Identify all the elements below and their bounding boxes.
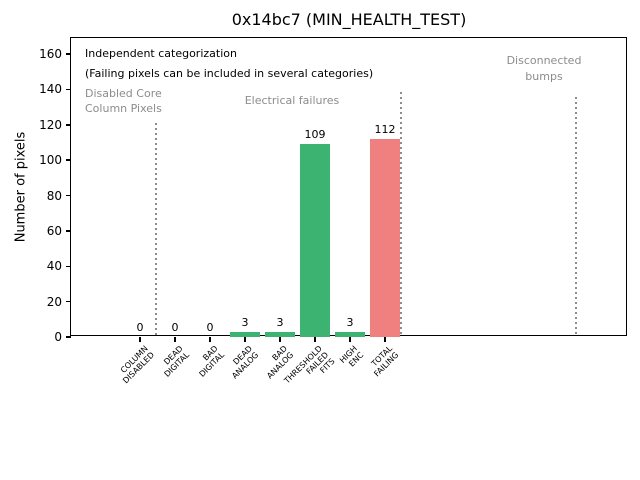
y-tick bbox=[66, 230, 71, 232]
y-tick-label: 100 bbox=[39, 153, 62, 168]
y-tick bbox=[66, 53, 71, 55]
y-tick-label: 40 bbox=[46, 259, 62, 274]
y-tick-label: 60 bbox=[46, 223, 62, 238]
y-tick bbox=[66, 265, 71, 267]
chart-title: 0x14bc7 (MIN_HEALTH_TEST) bbox=[231, 10, 467, 29]
y-tick bbox=[66, 194, 71, 197]
x-tick-label-column-disabled: COLUMN DISABLED bbox=[118, 344, 156, 386]
bar-dead-analog bbox=[230, 331, 260, 337]
y-tick bbox=[66, 124, 71, 126]
y-tick-label: 20 bbox=[46, 294, 62, 309]
section-label-disabled-core-column-pixels: Disabled Core Column Pixels bbox=[85, 87, 162, 115]
x-tick bbox=[384, 337, 386, 342]
bar-total-failing bbox=[370, 138, 400, 337]
x-tick-label-high-enc: HIGH ENC bbox=[338, 344, 366, 369]
x-tick-label-dead-digital: DEAD DIGITAL bbox=[161, 344, 191, 379]
annotation-failing-pixels-note: (Failing pixels can be included in sever… bbox=[85, 67, 374, 80]
y-tick-label: 0 bbox=[54, 330, 62, 344]
x-tick bbox=[139, 337, 141, 342]
section-separator-line-3 bbox=[575, 97, 577, 337]
y-tick bbox=[66, 336, 71, 338]
y-tick-label: 160 bbox=[39, 47, 62, 61]
bar-value-label-high-enc: 3 bbox=[346, 315, 354, 329]
y-tick-label: 80 bbox=[46, 188, 62, 203]
plot-area bbox=[70, 37, 627, 336]
x-tick-label-total-failing: TOTAL FAILING bbox=[370, 344, 401, 379]
bar-bad-analog bbox=[265, 331, 295, 337]
y-tick bbox=[66, 159, 71, 161]
bar-value-label-dead-analog: 3 bbox=[241, 315, 249, 329]
section-separator-line-1 bbox=[155, 123, 157, 337]
x-tick bbox=[314, 337, 316, 342]
x-tick bbox=[279, 337, 281, 342]
bar-value-label-bad-digital: 0 bbox=[206, 321, 214, 334]
bar-value-label-bad-analog: 3 bbox=[276, 315, 284, 329]
y-tick bbox=[66, 300, 71, 303]
bar-threshold-failed-fits bbox=[300, 144, 330, 337]
section-label-disconnected-bumps: Disconnected bumps bbox=[506, 54, 582, 83]
section-label-electrical-failures: Electrical failures bbox=[244, 94, 340, 107]
bar-value-label-column-disabled: 0 bbox=[136, 321, 144, 334]
bar-value-label-dead-digital: 0 bbox=[171, 321, 179, 334]
section-separator-line-2 bbox=[400, 92, 402, 337]
x-tick-label-bad-digital: BAD DIGITAL bbox=[197, 344, 226, 379]
y-tick-label: 120 bbox=[39, 117, 62, 132]
x-tick-label-dead-analog: DEAD ANALOG bbox=[230, 344, 261, 381]
x-tick bbox=[244, 337, 246, 342]
y-tick-label: 140 bbox=[39, 82, 62, 97]
bar-value-label-threshold-failed-fits: 109 bbox=[304, 128, 326, 142]
x-tick bbox=[174, 337, 176, 342]
bar-high-enc bbox=[335, 331, 365, 337]
annotation-independent-categorization: Independent categorization bbox=[85, 47, 237, 60]
bar-value-label-total-failing: 112 bbox=[374, 122, 396, 136]
x-tick bbox=[209, 337, 211, 342]
x-tick bbox=[349, 337, 351, 342]
y-tick bbox=[66, 88, 71, 91]
